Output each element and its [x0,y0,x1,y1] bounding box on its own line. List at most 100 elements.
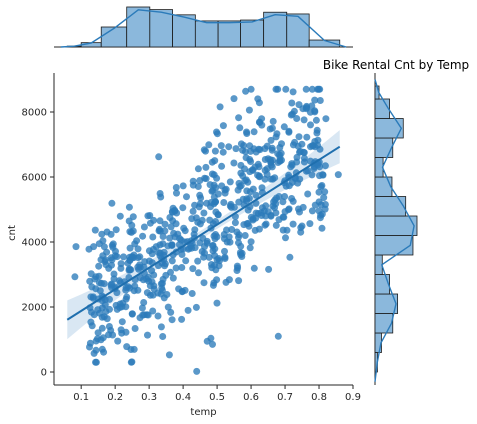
regression-confidence-band [67,130,340,340]
scatter-point [289,141,297,149]
scatter-point [276,144,284,151]
scatter-point [134,286,142,294]
scatter-point [250,128,258,136]
scatter-point [173,189,180,197]
scatter-point [221,255,229,262]
scatter-point [249,215,257,223]
scatter-point [279,226,287,234]
scatter-point [281,193,289,200]
scatter-point [249,166,257,174]
scatter-point [228,226,236,233]
scatter-point [108,261,115,269]
scatter-point [94,329,102,337]
scatter-point [131,240,139,248]
marginal-x-bar [240,19,265,48]
scatter-point [244,206,252,214]
scatter-point [116,212,124,220]
scatter-point [134,245,142,253]
scatter-point [247,85,255,93]
scatter-point [126,228,134,236]
scatter-point [308,85,316,93]
scatter-point [203,337,211,345]
scatter-point [313,126,321,134]
scatter-point [246,156,254,163]
scatter-point [297,228,305,236]
scatter-point [180,224,188,232]
scatter-point [272,133,280,141]
scatter-point [129,213,137,221]
scatter-point [149,307,157,315]
scatter-point [298,222,306,230]
scatter-point [250,264,258,272]
scatter-point [269,202,277,210]
scatter-point [213,174,221,182]
scatter-point [241,232,249,239]
scatter-point [184,306,192,314]
scatter-point [120,253,127,261]
scatter-point [241,177,249,185]
marginal-x-bar [194,20,219,48]
scatter-point [149,233,157,241]
scatter-point [71,273,79,281]
scatter-point [233,262,241,270]
scatter-point [295,133,303,141]
scatter-point [289,88,297,96]
scatter-point [282,85,290,93]
scatter-point [215,262,223,270]
scatter-point [322,115,330,123]
scatter-point [281,208,289,216]
scatter-point [294,179,302,187]
scatter-point [246,188,254,196]
scatter-point [102,256,110,264]
marginal-y-bar [374,235,414,256]
scatter-point [293,115,301,122]
scatter-point [235,239,242,247]
scatter-point [235,114,243,122]
scatter-point [243,195,251,203]
scatter-point [168,242,176,249]
scatter-point [314,136,322,144]
scatter-point [98,230,106,238]
scatter-point [157,323,165,331]
scatter-point [158,284,166,292]
scatter-point [209,247,217,255]
scatter-point [252,191,260,199]
scatter-point [208,264,216,272]
scatter-point [214,211,222,218]
scatter-point [90,349,98,357]
x-tick-label: 0.9 [345,392,361,403]
x-tick-label: 0.1 [73,392,89,403]
scatter-point [208,170,216,178]
scatter-point [127,266,135,274]
scatter-point [308,171,316,179]
scatter-point [246,244,254,252]
scatter-point [105,331,112,339]
scatter-point [191,201,199,209]
scatter-point [168,316,176,324]
marginal-y-bar [374,196,407,217]
scatter-point [316,97,324,104]
scatter-point [235,277,243,285]
scatter-point [143,275,150,283]
marginal-y-histogram [374,73,418,385]
marginal-x-bar [217,20,241,48]
y-tick-label: 6000 [22,173,47,184]
scatter-point [209,281,217,289]
scatter-point [225,143,233,151]
scatter-point [119,299,127,307]
scatter-point [300,158,308,166]
scatter-point [269,156,276,164]
scatter-point [140,223,148,231]
scatter-point [309,142,317,149]
scatter-point [179,182,187,190]
scatter-point [209,340,216,348]
scatter-point [140,299,148,306]
scatter-point [315,207,323,215]
scatter-point [318,224,326,232]
scatter-point [95,262,103,270]
scatter-point [298,140,306,148]
y-tick-label: 0 [41,368,47,379]
marginal-y-bar [374,274,390,295]
x-tick-label: 0.4 [175,392,191,403]
scatter-point [230,159,238,167]
